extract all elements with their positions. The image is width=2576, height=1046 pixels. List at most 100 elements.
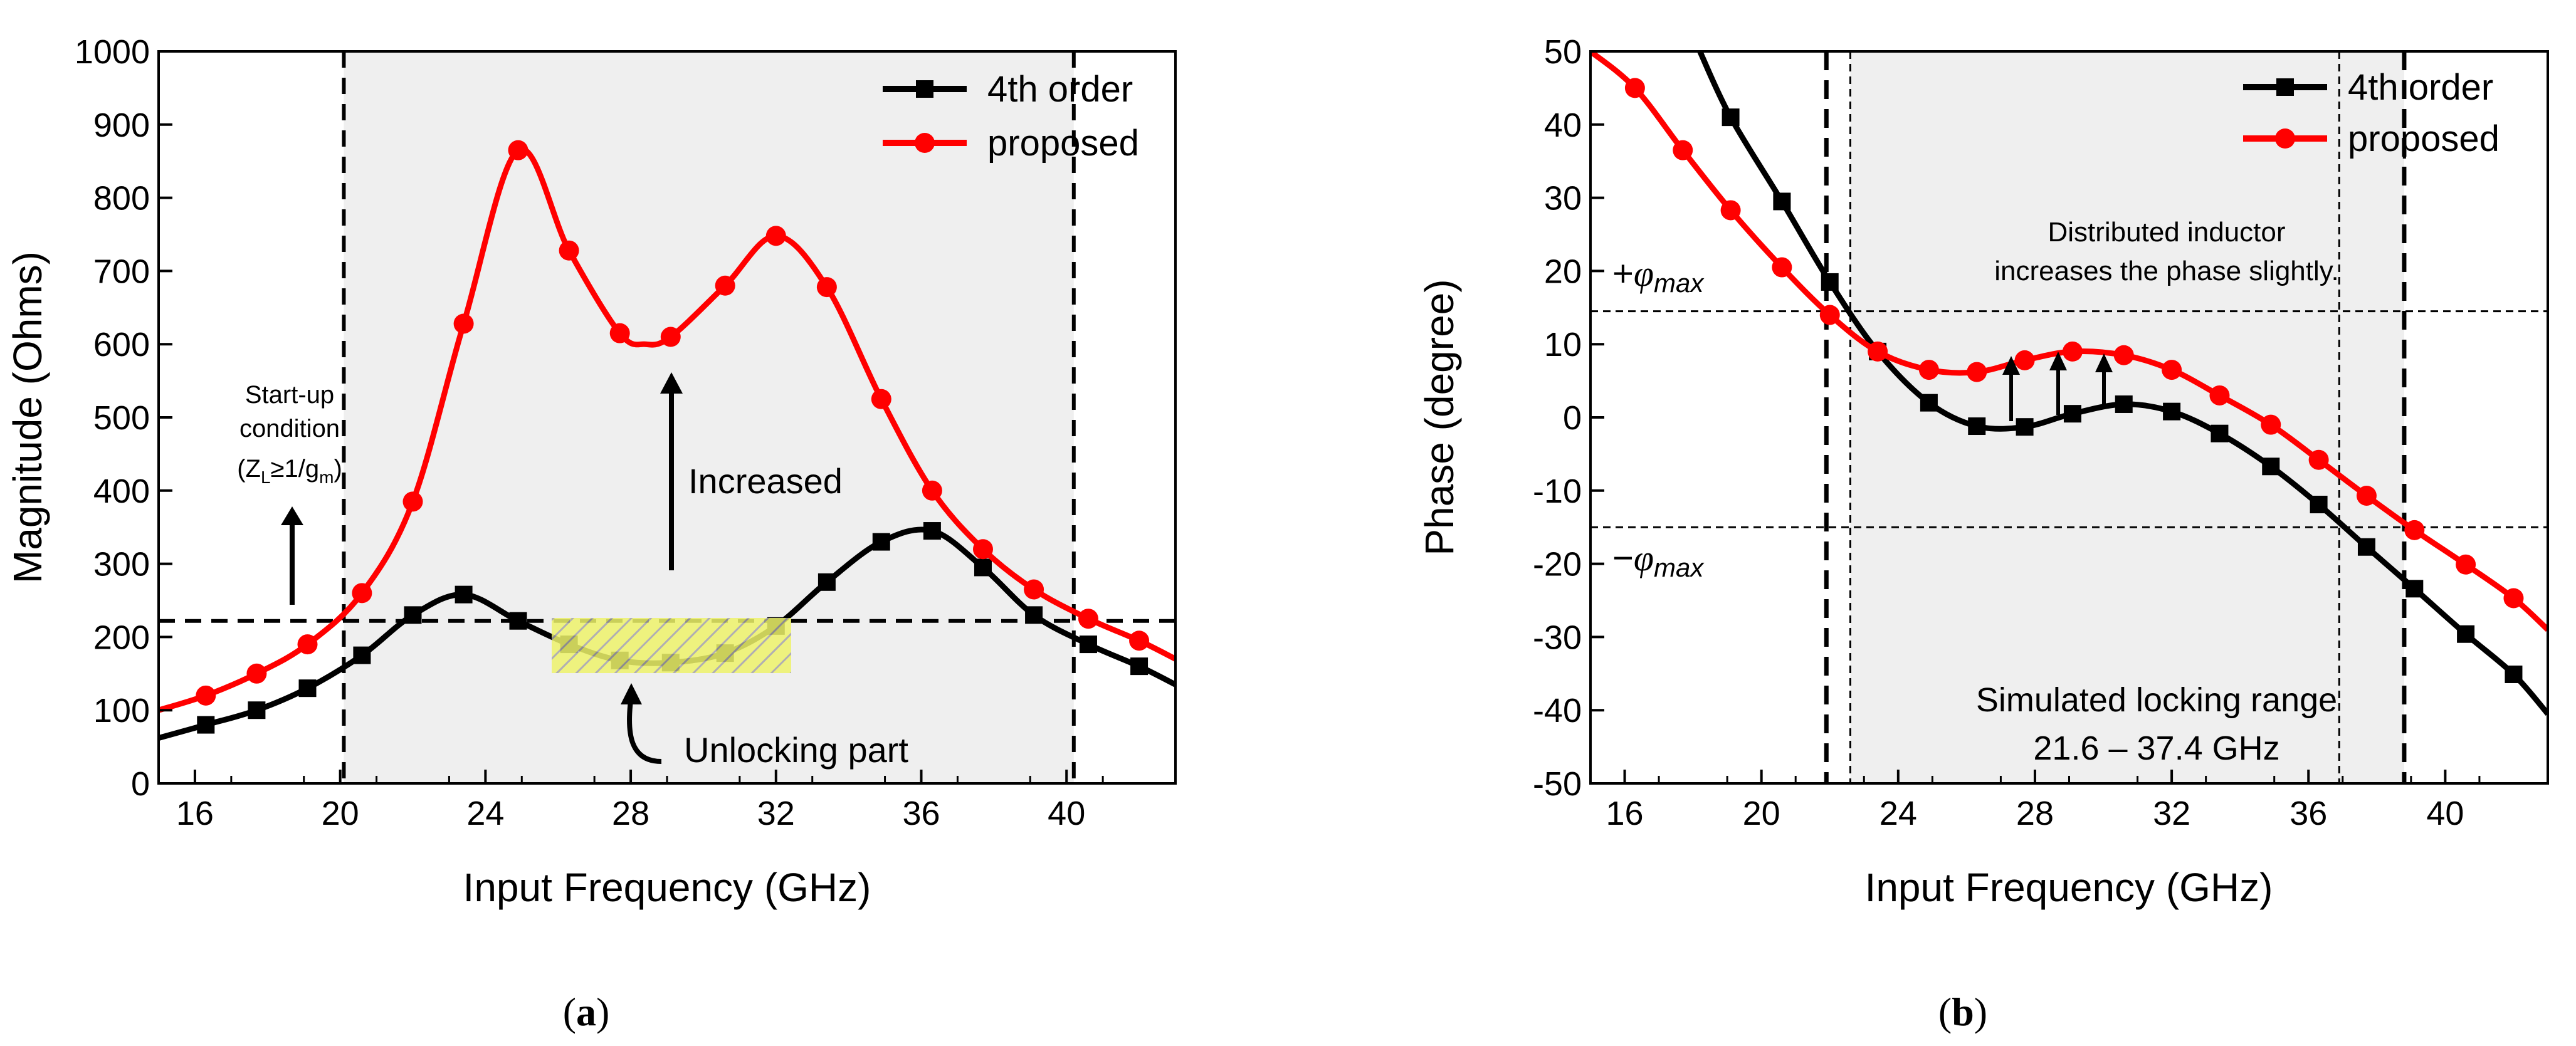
legend-4th-order-label: 4th order	[987, 69, 1133, 110]
data-point-4th-order	[2016, 418, 2034, 436]
phi-max-minus-label: −φmax	[1612, 538, 1705, 582]
panel-b-ticks: 16 20 24 28 32 36 40 -50 -40 -30 -20 -10 0 10 20 30 40 50	[1533, 33, 2549, 832]
data-point-4th-order	[1920, 394, 1938, 412]
x-tick-label: 16	[176, 795, 214, 832]
legend-proposed-label: proposed	[987, 123, 1139, 164]
data-point-4th-order	[1130, 657, 1149, 676]
data-point-proposed	[1624, 78, 1645, 98]
phase-increase-arrows	[2002, 352, 2113, 421]
y-tick-label: 30	[1544, 180, 1582, 217]
increased-annotation: Increased	[660, 372, 843, 570]
data-point-4th-order	[1025, 606, 1043, 624]
x-tick-label: 40	[2426, 795, 2464, 832]
data-point-4th-order	[455, 585, 473, 604]
y-tick-label: -40	[1533, 692, 1582, 730]
data-point-4th-order	[509, 612, 527, 630]
data-point-4th-order	[2457, 625, 2475, 643]
y-tick-label: -30	[1533, 619, 1582, 656]
y-tick-label: 1000	[75, 33, 150, 71]
phase-arrow-3-head	[2095, 353, 2113, 372]
panel-b-y-axis-title: Phase (degree)	[1417, 279, 1462, 555]
panel-b-plot-area	[1590, 51, 2548, 783]
startup-text-line3: (ZL≥1/gm)	[237, 455, 342, 487]
startup-text-line1: Start-up	[245, 381, 334, 409]
data-point-4th-order	[2163, 402, 2181, 421]
data-point-4th-order	[2357, 538, 2375, 556]
x-tick-label: 32	[2153, 795, 2190, 832]
y-tick-label: 100	[93, 692, 150, 730]
data-point-proposed	[1078, 609, 1098, 629]
data-point-proposed	[1720, 200, 1741, 221]
startup-arrow-head	[281, 506, 303, 525]
data-point-4th-order	[248, 701, 266, 719]
y-tick-label: -50	[1533, 765, 1582, 803]
startup-condition-annotation: Start-up condition (ZL≥1/gm)	[237, 381, 342, 605]
y-tick-label: 600	[93, 326, 150, 363]
data-point-proposed	[1673, 140, 1693, 160]
data-point-proposed	[297, 634, 318, 655]
data-point-4th-order	[2211, 424, 2229, 442]
data-point-4th-order	[1773, 192, 1791, 211]
x-tick-label: 20	[1743, 795, 1780, 832]
data-point-4th-order	[974, 558, 992, 577]
x-tick-label: 24	[1879, 795, 1917, 832]
data-point-proposed	[402, 491, 423, 512]
panel-a: 16 20 24 28 32 36 4001002003004005006007008009…	[5, 33, 1177, 1034]
y-tick-label: 0	[131, 765, 150, 803]
data-point-proposed	[715, 275, 735, 296]
unlocking-region	[552, 618, 791, 673]
locking-range-line1: Simulated locking range	[1976, 681, 2337, 719]
legend-proposed-marker	[915, 133, 935, 153]
y-tick-label: 40	[1544, 107, 1582, 144]
data-point-proposed	[2308, 449, 2329, 470]
phase-arrow-1-head	[2002, 356, 2020, 375]
data-point-proposed	[816, 277, 837, 298]
distributed-inductor-line1: Distributed inductor	[2048, 217, 2285, 248]
data-point-proposed	[871, 389, 891, 409]
increased-arrow-head	[660, 372, 683, 394]
data-point-proposed	[765, 226, 786, 246]
data-point-proposed	[453, 313, 474, 334]
y-tick-label: 50	[1544, 33, 1582, 71]
data-point-4th-order	[2063, 405, 2081, 423]
data-point-4th-order	[1821, 273, 1839, 291]
y-tick-label: 10	[1544, 326, 1582, 363]
data-point-4th-order	[2405, 580, 2424, 598]
phase-arrow-2-head	[2049, 352, 2067, 370]
legend-b-4th-order-marker	[2276, 78, 2294, 96]
data-point-proposed	[2209, 385, 2230, 405]
startup-text-line2: condition	[239, 415, 340, 442]
data-point-proposed	[196, 685, 216, 706]
data-point-proposed	[609, 323, 630, 343]
y-tick-label: 800	[93, 180, 150, 217]
y-tick-label: 500	[93, 399, 150, 437]
panel-b-caption: (b)	[1938, 990, 1987, 1034]
x-tick-label: 40	[1048, 795, 1085, 832]
unlocking-curved-arrow	[627, 700, 662, 764]
panel-a-y-axis-title: Magnitude (Ohms)	[5, 251, 50, 583]
legend-b-proposed-marker	[2275, 128, 2295, 149]
data-point-proposed	[2261, 414, 2281, 435]
data-point-4th-order	[1722, 108, 1740, 127]
x-tick-label: 32	[757, 795, 795, 832]
data-point-proposed	[2014, 350, 2035, 370]
unlocking-arrow-head	[621, 683, 642, 704]
data-point-proposed	[2404, 520, 2425, 540]
data-point-proposed	[352, 583, 372, 604]
y-tick-label: 700	[93, 253, 150, 290]
data-point-4th-order	[817, 573, 836, 591]
panel-a-ticks: 16 20 24 28 32 36 4001002003004005006007008009…	[75, 33, 1177, 832]
data-point-proposed	[2062, 341, 2083, 362]
data-point-proposed	[660, 327, 681, 347]
y-tick-label: 0	[1563, 399, 1582, 437]
data-point-proposed	[1918, 360, 1939, 380]
increased-label: Increased	[688, 461, 843, 501]
x-tick-label: 20	[322, 795, 359, 832]
data-point-proposed	[1129, 630, 1150, 651]
data-point-proposed	[1024, 579, 1044, 600]
locking-range-line2: 21.6 – 37.4 GHz	[2033, 730, 2279, 767]
data-point-proposed	[2162, 360, 2182, 380]
data-point-4th-order	[404, 606, 422, 624]
data-point-4th-order	[2310, 495, 2328, 513]
data-point-proposed	[1819, 305, 1840, 325]
